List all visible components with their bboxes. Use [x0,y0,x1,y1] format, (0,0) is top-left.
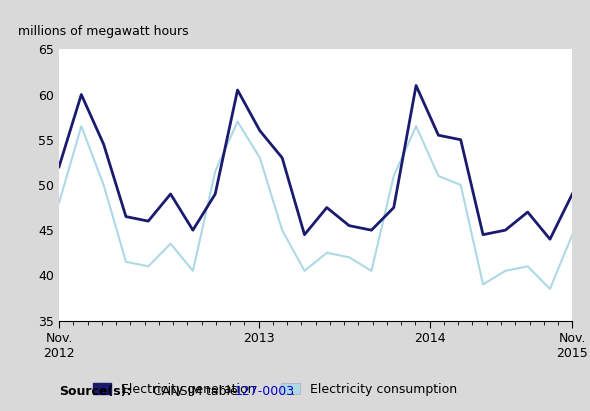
Legend: Electricity generation, Electricity consumption: Electricity generation, Electricity cons… [87,378,461,401]
Text: Source(s):: Source(s): [59,385,132,397]
Text: .: . [291,385,295,397]
Text: 127-0003: 127-0003 [235,385,295,397]
Text: CANSIM table: CANSIM table [145,385,241,397]
Text: millions of megawatt hours: millions of megawatt hours [18,25,189,39]
